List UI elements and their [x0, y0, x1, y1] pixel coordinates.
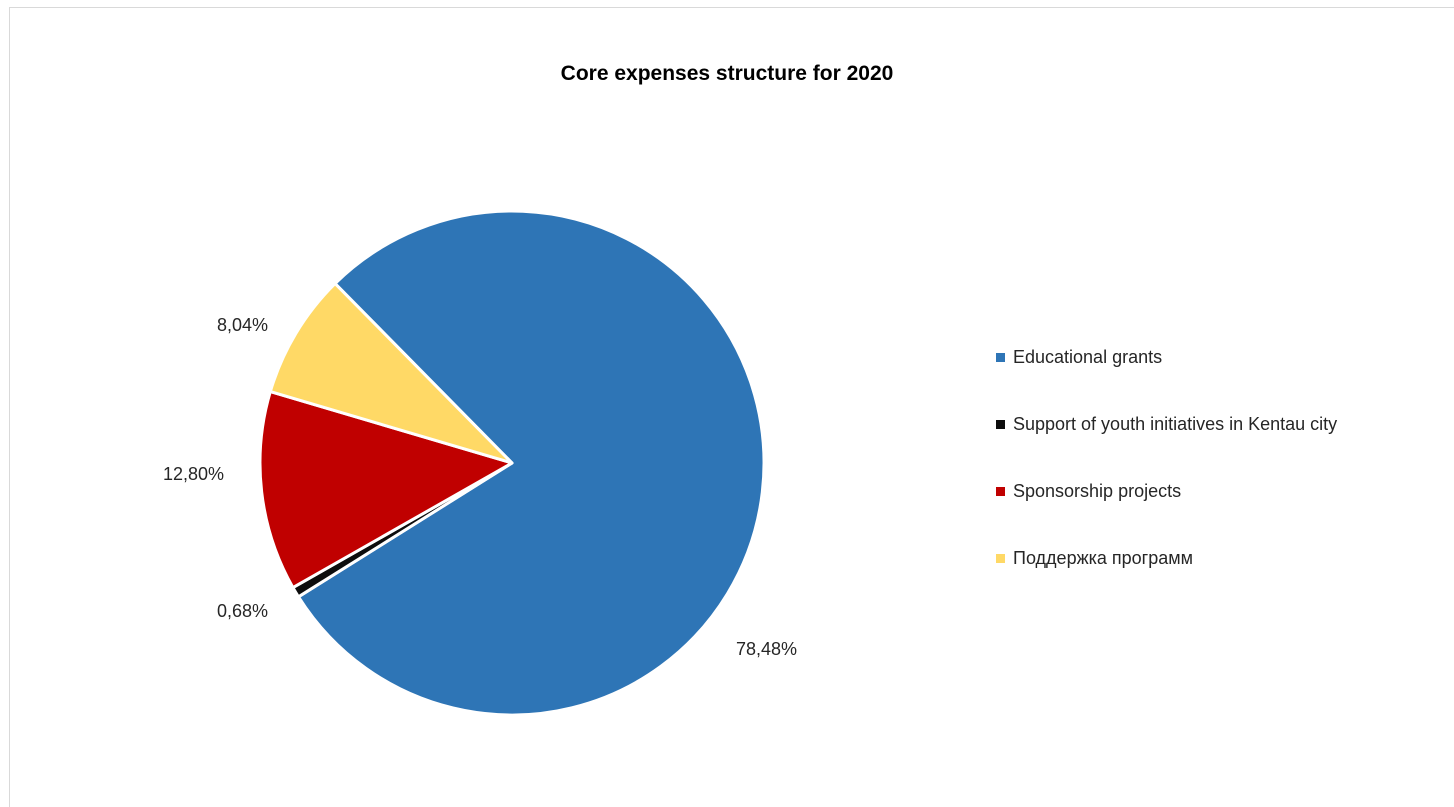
legend-label: Поддержка программ: [1013, 548, 1194, 568]
data-label-youth-initiatives: 0,68%: [217, 601, 269, 621]
legend-label: Sponsorship projects: [1013, 481, 1182, 501]
legend: Educational grants Support of youth init…: [996, 343, 1337, 611]
chart-title: Core expenses structure for 2020: [560, 62, 894, 85]
legend-item-youth-initiatives: Support of youth initiatives in Kentau c…: [996, 410, 1337, 439]
data-label-educational-grants: 78,48%: [736, 639, 798, 659]
legend-item-sponsorship-projects: Sponsorship projects: [996, 477, 1337, 506]
legend-item-educational-grants: Educational grants: [996, 343, 1337, 372]
legend-swatch: [996, 554, 1005, 563]
pie-slice-sponsorship-projects: [258, 390, 514, 590]
legend-item-program-support: Поддержка программ: [996, 544, 1337, 573]
legend-label: Educational grants: [1013, 347, 1163, 367]
data-label-program-support: 8,04%: [217, 315, 269, 335]
legend-swatch: [996, 487, 1005, 496]
legend-swatch: [996, 353, 1005, 362]
pie-slice-program-support: [268, 282, 514, 465]
legend-swatch: [996, 420, 1005, 429]
pie-slice-educational-grants: [296, 209, 766, 717]
data-label-sponsorship-projects: 12,80%: [163, 464, 225, 484]
legend-label: Support of youth initiatives in Kentau c…: [1013, 414, 1338, 434]
